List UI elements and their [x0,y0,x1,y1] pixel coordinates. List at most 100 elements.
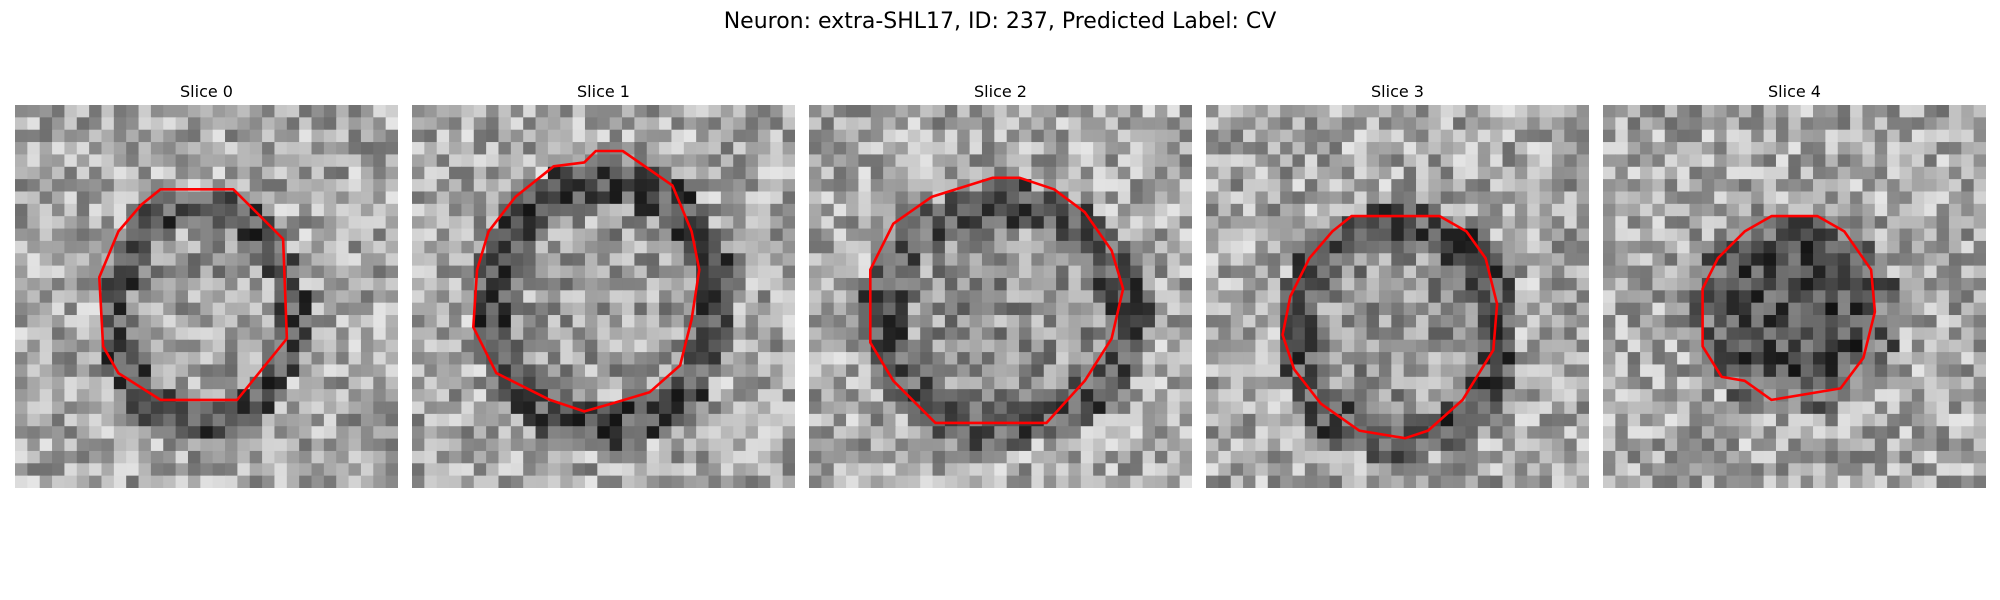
image-pixel [1961,426,1975,440]
image-pixel [436,228,450,242]
image-pixel [1218,179,1232,193]
image-pixel [1117,302,1131,316]
image-pixel [584,179,598,193]
image-pixel [1329,315,1343,328]
image-pixel [833,364,847,378]
image-pixel [1453,203,1467,217]
image-pixel [1899,376,1913,390]
image-pixel [1627,166,1641,180]
image-pixel [473,216,487,230]
image-pixel [1576,315,1589,328]
image-pixel [150,426,164,440]
image-pixel [498,389,512,403]
image-pixel [1714,413,1728,427]
image-pixel [870,191,884,205]
image-pixel [1514,426,1528,440]
image-pixel [1267,426,1281,440]
image-pixel [1366,364,1380,378]
image-pixel [523,475,537,488]
image-pixel [846,228,860,242]
image-pixel [584,216,598,230]
image-pixel [1726,277,1740,291]
image-pixel [846,315,860,328]
image-pixel [1093,413,1107,427]
image-pixel [1726,327,1740,341]
image-pixel [1527,339,1541,353]
image-pixel [1490,413,1504,427]
image-pixel [1218,166,1232,180]
image-pixel [286,450,300,464]
image-pixel [1093,191,1107,205]
image-pixel [1738,265,1752,279]
image-pixel [212,154,226,168]
image-pixel [535,438,549,452]
image-pixel [1416,364,1429,378]
image-pixel [560,376,574,390]
image-pixel [1255,475,1269,488]
image-pixel [770,166,784,180]
image-pixel [1093,265,1107,279]
image-pixel [15,191,28,205]
image-pixel [237,438,251,452]
image-pixel [671,389,685,403]
image-pixel [1677,339,1691,353]
image-pixel [572,475,586,488]
image-pixel [348,253,362,267]
image-pixel [1179,191,1192,205]
image-pixel [733,327,747,341]
image-pixel [733,450,747,464]
image-pixel [560,105,574,118]
image-pixel [1539,179,1553,193]
image-pixel [1142,339,1156,353]
image-pixel [1899,117,1913,131]
image-pixel [1341,302,1355,316]
image-pixel [1887,142,1901,156]
image-pixel [1056,364,1070,378]
image-pixel [920,376,934,390]
image-pixel [957,203,971,217]
image-pixel [969,117,983,131]
image-pixel [1751,240,1765,254]
image-pixel [1911,253,1925,267]
image-pixel [385,401,398,415]
image-pixel [89,240,103,254]
image-pixel [1677,216,1691,230]
image-pixel [1576,277,1589,291]
image-pixel [39,216,53,230]
image-pixel [1714,105,1728,118]
image-pixel [1142,203,1156,217]
image-pixel [1961,154,1975,168]
image-pixel [449,327,463,341]
image-pixel [696,364,710,378]
image-pixel [1267,401,1281,415]
image-pixel [1341,475,1355,488]
image-pixel [1961,450,1975,464]
image-pixel [870,413,884,427]
image-pixel [535,179,549,193]
image-pixel [1465,315,1479,328]
image-pixel [969,327,983,341]
image-pixel [609,426,623,440]
image-pixel [412,413,425,427]
image-pixel [15,216,28,230]
image-pixel [920,339,934,353]
image-pixel [1317,438,1331,452]
image-pixel [1490,129,1504,143]
image-pixel [412,166,425,180]
image-pixel [1093,166,1107,180]
image-pixel [1664,129,1678,143]
image-pixel [360,413,374,427]
image-pixel [895,265,909,279]
image-pixel [461,179,475,193]
image-pixel [1391,389,1405,403]
image-pixel [1477,389,1491,403]
image-pixel [1341,179,1355,193]
image-pixel [833,327,847,341]
image-pixel [733,129,747,143]
image-pixel [809,327,822,341]
image-pixel [424,129,438,143]
image-pixel [1006,290,1020,304]
image-pixel [1936,327,1950,341]
image-pixel [1093,154,1107,168]
image-pixel [336,463,350,477]
